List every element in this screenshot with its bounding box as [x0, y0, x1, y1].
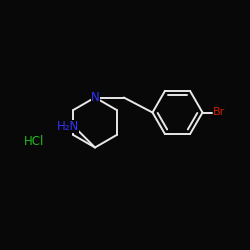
Text: Br: Br: [213, 107, 226, 117]
Text: N: N: [91, 90, 100, 104]
Text: H₂N: H₂N: [57, 120, 80, 133]
Text: HCl: HCl: [24, 135, 44, 148]
